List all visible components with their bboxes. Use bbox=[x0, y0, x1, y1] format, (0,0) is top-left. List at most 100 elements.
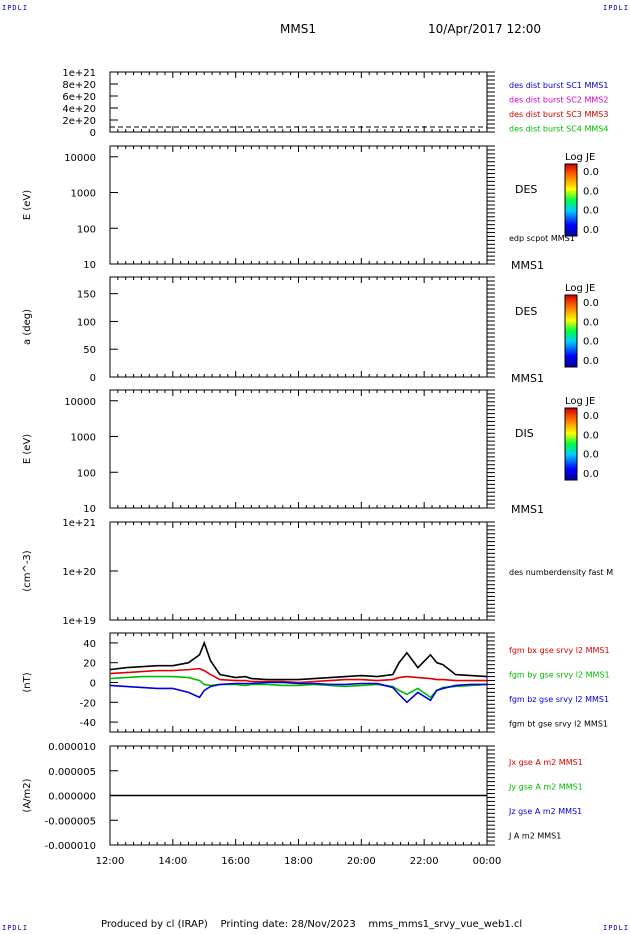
y-tick-label: 10000 bbox=[64, 397, 96, 408]
colorbar bbox=[564, 294, 578, 368]
y-tick-label: 0.000010 bbox=[48, 742, 96, 753]
x-tick-label: 14:00 bbox=[158, 856, 187, 867]
x-tick-label: 16:00 bbox=[221, 856, 250, 867]
y-tick-label: 0.000005 bbox=[48, 767, 96, 778]
y-tick-label: 100 bbox=[77, 468, 96, 479]
y-tick-label: -0.000010 bbox=[45, 841, 96, 852]
x-tick-label: 18:00 bbox=[284, 856, 313, 867]
legend-entry: Jx gse A m2 MMS1 bbox=[508, 758, 583, 767]
series-line bbox=[109, 667, 487, 684]
y-tick-label: 4e+20 bbox=[62, 104, 96, 115]
spacecraft-label: MMS1 bbox=[511, 372, 544, 385]
panel-frame-dis-energy bbox=[109, 389, 488, 509]
y-tick-label: -40 bbox=[80, 718, 96, 729]
y-tick-label: 1e+20 bbox=[62, 567, 96, 578]
y-tick-label: 10 bbox=[83, 504, 96, 515]
extra-label: edp scpot MMS1 bbox=[509, 234, 575, 243]
legend-entry: fgm bz gse srvy l2 MMS1 bbox=[509, 695, 609, 704]
legend-entry: fgm bx gse srvy l2 MMS1 bbox=[509, 646, 610, 655]
series-line bbox=[109, 675, 488, 699]
y-tick-label: 1e+21 bbox=[62, 68, 96, 79]
panel-frame-des-pitch bbox=[109, 276, 488, 378]
x-tick-label: 12:00 bbox=[96, 856, 125, 867]
legend-entry: des dist burst SC2 MMS2 bbox=[509, 96, 608, 105]
panel-frame-density bbox=[109, 521, 488, 621]
legend-entry: Jz gse A m2 MMS1 bbox=[508, 807, 582, 816]
legend-entry: Jy gse A m2 MMS1 bbox=[508, 783, 583, 792]
y-tick-label: -0.000005 bbox=[45, 816, 96, 827]
colorbar-tick-label: 0.0 bbox=[583, 186, 599, 197]
legend-entry: des dist burst SC3 MMS3 bbox=[509, 110, 608, 119]
y-tick-label: 100 bbox=[77, 317, 96, 328]
colorbar bbox=[564, 407, 578, 481]
colorbar-tick-label: 0.0 bbox=[583, 430, 599, 441]
colorbar-tick-label: 0.0 bbox=[583, 356, 599, 367]
y-tick-label: 0.000000 bbox=[48, 792, 96, 803]
y-axis-label: (nT) bbox=[22, 672, 33, 692]
footer-producer: Produced by cl (IRAP) bbox=[101, 919, 208, 930]
colorbar-tick-label: 0.0 bbox=[583, 317, 599, 328]
instrument-label: DES bbox=[515, 183, 537, 196]
colorbar-tick-label: 0.0 bbox=[583, 225, 599, 236]
legend-entry: J A m2 MMS1 bbox=[508, 832, 561, 841]
y-tick-label: 40 bbox=[83, 639, 96, 650]
x-tick-label: 22:00 bbox=[410, 856, 439, 867]
y-tick-label: 1000 bbox=[71, 189, 96, 200]
y-tick-label: 0 bbox=[90, 128, 96, 139]
colorbar-title: Log JE bbox=[565, 396, 595, 407]
legend-entry: des dist burst SC4 MMS4 bbox=[509, 125, 608, 134]
y-axis-label: E (eV) bbox=[22, 190, 33, 220]
y-tick-label: 50 bbox=[83, 345, 96, 356]
colorbar bbox=[564, 163, 578, 237]
instrument-label: DES bbox=[515, 305, 537, 318]
y-tick-label: 1e+19 bbox=[62, 616, 96, 627]
legend-entry: des dist burst SC1 MMS1 bbox=[509, 81, 608, 90]
colorbar-tick-label: 0.0 bbox=[583, 411, 599, 422]
spacecraft-label: MMS1 bbox=[511, 259, 544, 272]
y-tick-label: 2e+20 bbox=[62, 116, 96, 127]
series-line bbox=[109, 681, 487, 704]
colorbar-tick-label: 0.0 bbox=[583, 298, 599, 309]
y-tick-label: 150 bbox=[77, 290, 96, 301]
y-axis-label: (A/m2) bbox=[22, 778, 33, 812]
spacecraft-title: MMS1 bbox=[280, 22, 316, 36]
y-tick-label: 8e+20 bbox=[62, 80, 96, 91]
colorbar-tick-label: 0.0 bbox=[583, 337, 599, 348]
y-tick-label: 1000 bbox=[71, 433, 96, 444]
footer-printing-date: Printing date: 28/Nov/2023 bbox=[220, 919, 356, 930]
corner-label-bottom-left: IPDLI bbox=[2, 924, 29, 932]
panel-frame-des-energy bbox=[109, 145, 488, 265]
x-tick-label: 20:00 bbox=[347, 856, 376, 867]
legend-entry: fgm bt gse srvy l2 MMS1 bbox=[509, 720, 608, 729]
instrument-label: DIS bbox=[515, 427, 534, 440]
corner-label-top-left: IPDLI bbox=[2, 4, 29, 12]
series-line bbox=[109, 640, 488, 681]
x-tick-label: 00:00 bbox=[473, 856, 502, 867]
colorbar-tick-label: 0.0 bbox=[583, 469, 599, 480]
y-tick-label: 6e+20 bbox=[62, 92, 96, 103]
y-tick-label: -20 bbox=[80, 698, 96, 709]
y-axis-label: (cm^-3) bbox=[22, 550, 33, 591]
legend-entry: des numberdensity fast M bbox=[509, 568, 613, 577]
corner-label-bottom-right: IPDLI bbox=[603, 924, 630, 932]
y-tick-label: 10000 bbox=[64, 153, 96, 164]
y-tick-label: 0 bbox=[90, 679, 96, 690]
y-tick-label: 0 bbox=[90, 373, 96, 384]
colorbar-title: Log JE bbox=[565, 283, 595, 294]
y-tick-label: 100 bbox=[77, 224, 96, 235]
footer: Produced by cl (IRAP) Printing date: 28/… bbox=[101, 919, 522, 930]
colorbar-title: Log JE bbox=[565, 152, 595, 163]
spacecraft-label: MMS1 bbox=[511, 503, 544, 516]
y-tick-label: 1e+21 bbox=[62, 518, 96, 529]
colorbar-tick-label: 0.0 bbox=[583, 450, 599, 461]
panel-frame-distribution-burst bbox=[109, 71, 488, 133]
y-tick-label: 10 bbox=[83, 260, 96, 271]
y-tick-label: 20 bbox=[83, 659, 96, 670]
corner-label-top-right: IPDLI bbox=[603, 4, 630, 12]
colorbar-tick-label: 0.0 bbox=[583, 167, 599, 178]
datetime-title: 10/Apr/2017 12:00 bbox=[428, 22, 542, 36]
y-axis-label: a (deg) bbox=[22, 309, 33, 345]
y-axis-label: E (eV) bbox=[22, 434, 33, 464]
colorbar-tick-label: 0.0 bbox=[583, 206, 599, 217]
footer-filename: mms_mms1_srvy_vue_web1.cl bbox=[368, 919, 523, 930]
